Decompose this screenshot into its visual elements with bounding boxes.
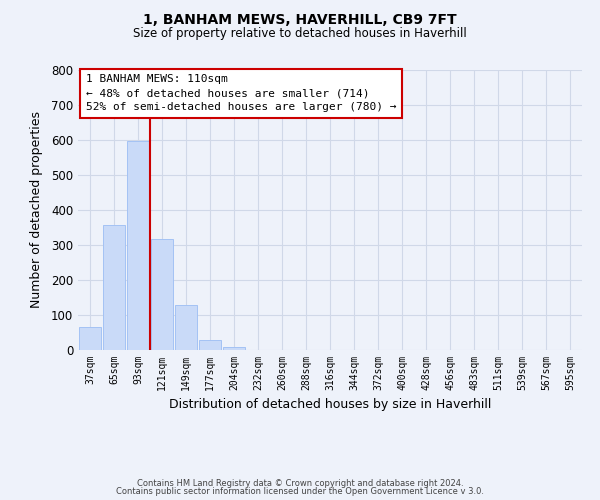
Text: Size of property relative to detached houses in Haverhill: Size of property relative to detached ho… (133, 28, 467, 40)
Bar (223, 347, 245, 350)
Bar (175, 304, 197, 350)
Bar (103, 224, 125, 350)
Bar (127, 141, 149, 350)
Text: Contains public sector information licensed under the Open Government Licence v : Contains public sector information licen… (116, 487, 484, 496)
X-axis label: Distribution of detached houses by size in Haverhill: Distribution of detached houses by size … (169, 398, 491, 411)
Text: Contains HM Land Registry data © Crown copyright and database right 2024.: Contains HM Land Registry data © Crown c… (137, 478, 463, 488)
Bar (79, 328, 101, 350)
Text: 1 BANHAM MEWS: 110sqm
← 48% of detached houses are smaller (714)
52% of semi-det: 1 BANHAM MEWS: 110sqm ← 48% of detached … (86, 74, 396, 112)
Y-axis label: Number of detached properties: Number of detached properties (29, 112, 43, 308)
Bar (151, 238, 173, 350)
Text: 1, BANHAM MEWS, HAVERHILL, CB9 7FT: 1, BANHAM MEWS, HAVERHILL, CB9 7FT (143, 12, 457, 26)
Bar (199, 340, 221, 350)
